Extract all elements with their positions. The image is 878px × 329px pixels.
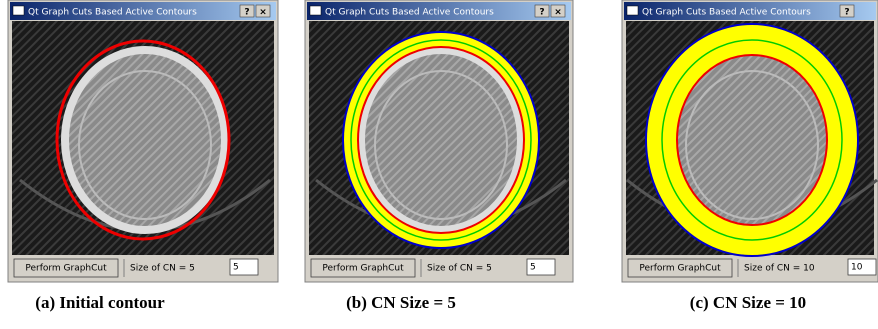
cn-size-value[interactable]: 10 bbox=[851, 263, 863, 273]
caption: (a) Initial contour bbox=[35, 293, 165, 312]
close-button[interactable]: × bbox=[554, 8, 562, 18]
app-icon bbox=[627, 6, 638, 15]
app-icon bbox=[13, 6, 24, 15]
window-title: Qt Graph Cuts Based Active Contours bbox=[642, 8, 811, 18]
help-button[interactable]: ? bbox=[244, 8, 249, 18]
window-title: Qt Graph Cuts Based Active Contours bbox=[325, 8, 494, 18]
brain bbox=[375, 71, 507, 219]
caption: (c) CN Size = 10 bbox=[690, 293, 806, 312]
app-window: Qt Graph Cuts Based Active Contours? Perf… bbox=[622, 0, 878, 312]
app-window: Qt Graph Cuts Based Active Contours? × Per… bbox=[305, 0, 573, 312]
cn-size-label: Size of CN = 5 bbox=[130, 264, 195, 274]
cn-size-value[interactable]: 5 bbox=[530, 263, 536, 273]
figure: Qt Graph Cuts Based Active Contours? × Per… bbox=[0, 0, 878, 329]
brain bbox=[686, 71, 818, 219]
brain bbox=[79, 71, 211, 219]
help-button[interactable]: ? bbox=[539, 8, 544, 18]
cn-size-label: Size of CN = 10 bbox=[744, 264, 815, 274]
help-button[interactable]: ? bbox=[844, 8, 849, 18]
window-title: Qt Graph Cuts Based Active Contours bbox=[28, 8, 197, 18]
app-window: Qt Graph Cuts Based Active Contours? × Per… bbox=[8, 0, 278, 312]
perform-button-label[interactable]: Perform GraphCut bbox=[639, 264, 721, 274]
perform-button-label[interactable]: Perform GraphCut bbox=[25, 264, 107, 274]
caption: (b) CN Size = 5 bbox=[346, 293, 456, 312]
perform-button-label[interactable]: Perform GraphCut bbox=[322, 264, 404, 274]
cn-size-label: Size of CN = 5 bbox=[427, 264, 492, 274]
cn-size-value[interactable]: 5 bbox=[233, 263, 239, 273]
close-button[interactable]: × bbox=[259, 8, 267, 18]
app-icon bbox=[310, 6, 321, 15]
